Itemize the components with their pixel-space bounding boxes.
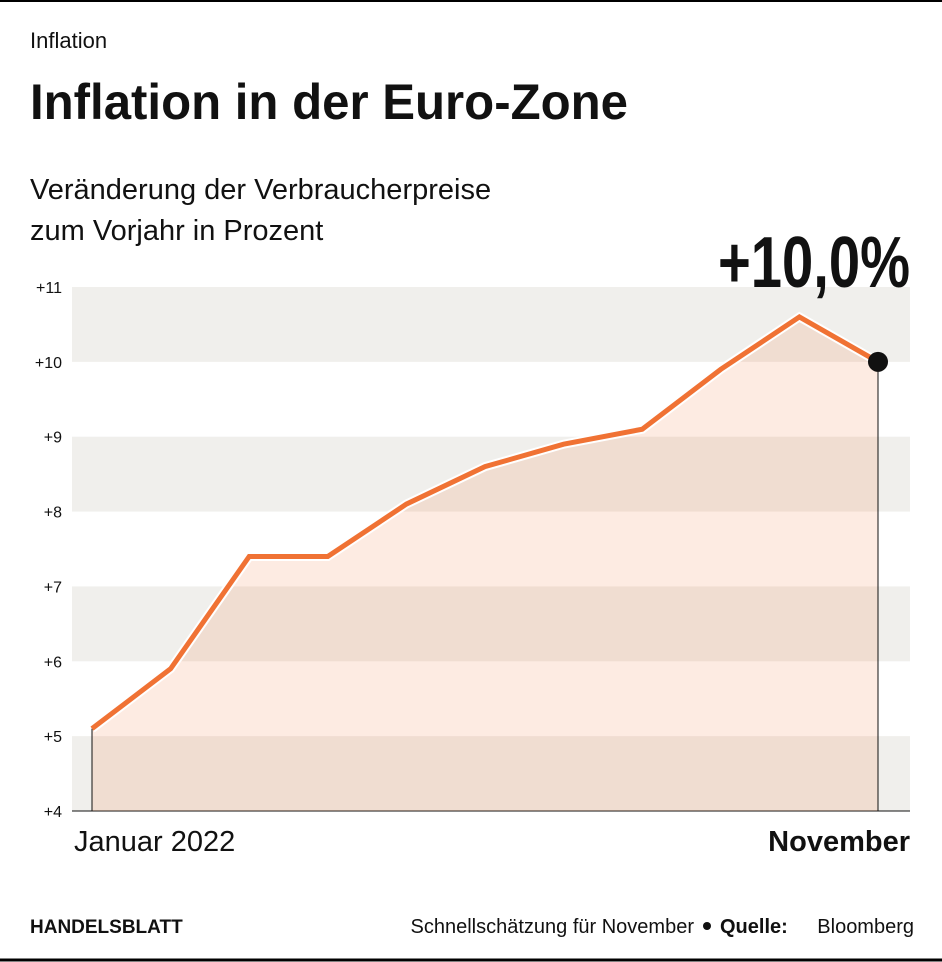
kicker: Inflation: [30, 28, 107, 53]
y-tick-label: +10: [35, 355, 62, 372]
x-tick-label: November: [768, 826, 910, 858]
footer-note: Schnellschätzung für November: [411, 916, 695, 938]
y-tick-label: +11: [36, 280, 62, 297]
source: Bloomberg: [817, 916, 914, 938]
y-tick-label: +8: [44, 505, 62, 522]
y-tick-label: +5: [44, 729, 62, 746]
subtitle: Veränderung der Verbraucherpreise: [30, 174, 491, 206]
separator-dot: [703, 922, 711, 930]
source-label: Quelle:: [720, 916, 788, 938]
y-tick-label: +7: [44, 579, 62, 596]
area: [92, 316, 878, 811]
grid-band: [72, 287, 910, 362]
value-label: +10,0%: [718, 223, 910, 303]
subtitle: zum Vorjahr in Prozent: [30, 215, 323, 247]
line: [90, 314, 880, 731]
grid-band: [72, 436, 910, 512]
grid-band: [72, 586, 910, 662]
y-tick-label: +9: [44, 430, 62, 447]
chart-title: Inflation in der Euro-Zone: [30, 74, 628, 130]
brand: HANDELSBLATT: [30, 917, 183, 938]
end-dot: [868, 351, 888, 372]
y-tick-label: +4: [44, 804, 62, 821]
grid-band: [72, 736, 910, 811]
x-tick-label: Januar 2022: [74, 826, 235, 858]
y-tick-label: +6: [44, 654, 62, 671]
